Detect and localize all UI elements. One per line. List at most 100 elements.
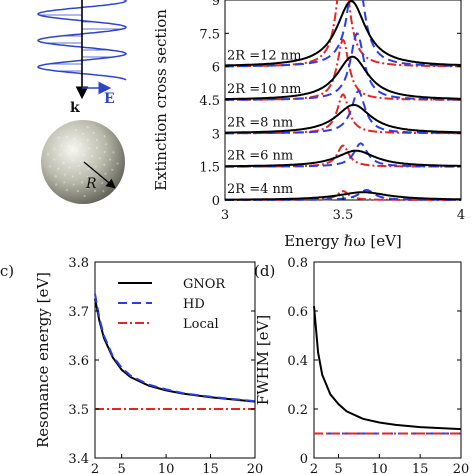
- wave-helix: [37, 0, 127, 81]
- sphere-speck: [109, 179, 112, 182]
- x-tick-label: 2: [91, 462, 99, 474]
- sphere-speck: [62, 161, 65, 164]
- x-tick-label: 20: [247, 462, 264, 474]
- y-tick-label: 3.6: [68, 354, 89, 369]
- radius-arrow: [83, 161, 116, 189]
- sphere-speck: [116, 162, 119, 165]
- k-vector-label: k: [70, 100, 80, 116]
- y-tick-label: 3: [212, 127, 220, 142]
- sphere-speck: [63, 173, 66, 176]
- sphere-speck: [86, 138, 89, 142]
- curve-hd-1: [225, 32, 461, 101]
- sphere-speck: [87, 167, 90, 170]
- sphere-speck: [68, 144, 71, 147]
- sphere-speck: [74, 129, 77, 132]
- sphere-speck: [86, 126, 89, 129]
- sphere-speck: [92, 131, 95, 134]
- x-tick-label: 20: [453, 462, 470, 474]
- sphere-speck: [72, 159, 75, 162]
- sphere-speck: [103, 135, 106, 138]
- sphere-speck: [71, 175, 74, 178]
- sphere-speck: [53, 158, 56, 161]
- curve-gnor-2: [225, 103, 462, 134]
- panel-b-xlabel: Energy ℏω [eV]: [284, 232, 402, 250]
- sphere-speck: [101, 181, 104, 185]
- panel-d-label: (d): [254, 262, 275, 280]
- x-tick-label: 15: [412, 462, 429, 474]
- sphere-speck: [54, 175, 57, 178]
- sphere-speck: [76, 190, 79, 193]
- panel-b-curves: [225, 0, 462, 201]
- sphere-speck: [73, 137, 76, 140]
- sphere-speck: [57, 167, 60, 170]
- series-hd: [94, 293, 256, 403]
- y-tick-label: 6: [212, 61, 220, 76]
- sphere-speck: [93, 189, 97, 193]
- sphere-speck: [88, 147, 91, 150]
- curve-hd-0: [225, 0, 462, 68]
- sphere-speck: [98, 157, 101, 160]
- sphere-speck: [60, 144, 63, 147]
- sphere-speck: [81, 181, 84, 184]
- sphere-speck: [59, 153, 62, 156]
- e-field-label: E: [104, 91, 115, 107]
- sphere-speck: [79, 142, 82, 145]
- panel-b-annotations: 2R =12 nm 2R =10 nm 2R =8 nm 2R =6 nm 2R =4 …: [227, 49, 301, 197]
- sphere-speck: [65, 188, 68, 192]
- curve-gnor-3: [225, 149, 461, 168]
- sphere-speck: [68, 166, 71, 169]
- sphere-speck: [57, 136, 60, 139]
- sphere-speck: [105, 143, 108, 146]
- x-tick-label: 2: [310, 462, 318, 474]
- panel-c-ticks: 3.4 3.5 3.6 3.7 3.8 2 5 10 15 20: [68, 256, 263, 474]
- legend-label-hd: HD: [183, 297, 205, 312]
- sphere-speck: [103, 163, 106, 166]
- x-tick-label: 4: [457, 208, 465, 223]
- sphere-speck: [53, 147, 56, 150]
- sphere-speck: [65, 135, 68, 138]
- curve-gnor-1: [225, 55, 461, 101]
- panel-b-ticks: 0 1.5 3 4.5 6 7.5 9 3 3.5 4: [199, 0, 465, 223]
- panel-d-lines: [313, 306, 462, 435]
- y-tick-label: 0.2: [287, 403, 308, 418]
- sphere-speck: [72, 183, 75, 186]
- y-tick-label: 3.7: [68, 305, 89, 320]
- radius-label: R: [85, 176, 97, 192]
- size-annotation: 2R =4 nm: [227, 182, 293, 197]
- sphere-speck: [81, 132, 85, 135]
- y-tick-label: 0: [300, 452, 308, 467]
- panel-c-lines: [94, 293, 256, 410]
- panel-c-ylabel: Resonance energy [eV]: [34, 272, 52, 448]
- sphere-speck: [104, 172, 107, 175]
- sphere-speck: [111, 168, 114, 171]
- panel-c-label: (c): [0, 262, 14, 280]
- x-tick-label: 3: [221, 208, 229, 223]
- y-tick-label: 3.5: [68, 403, 89, 418]
- series-gnor: [313, 306, 462, 431]
- x-tick-label: 5: [118, 462, 126, 474]
- y-tick-label: 1.5: [199, 161, 220, 176]
- sphere-speck: [102, 190, 105, 193]
- sphere-speck: [91, 155, 94, 158]
- series-gnor: [94, 298, 256, 403]
- x-tick-label: 3.5: [333, 208, 354, 223]
- y-tick-label: 0: [212, 194, 220, 209]
- sphere-speck: [82, 153, 85, 156]
- y-tick-label: 9: [212, 0, 220, 9]
- sphere-speck: [63, 181, 66, 184]
- sphere-speck: [83, 194, 86, 198]
- sphere-speck: [48, 165, 52, 168]
- size-annotation: 2R =12 nm: [227, 49, 301, 64]
- legend-label-gnor: GNOR: [183, 277, 226, 292]
- y-tick-label: 0.4: [287, 354, 308, 369]
- sphere-speck: [85, 160, 88, 164]
- curve-gnor-4: [225, 191, 461, 201]
- y-tick-label: 0.6: [287, 305, 308, 320]
- sphere-speck: [112, 151, 115, 154]
- sphere-speck: [55, 183, 58, 186]
- curve-hd-3: [225, 142, 461, 168]
- nanosphere: [41, 120, 125, 204]
- x-tick-label: 10: [371, 462, 388, 474]
- illustration: k E R: [37, 0, 127, 204]
- wave-curve: [37, 0, 127, 81]
